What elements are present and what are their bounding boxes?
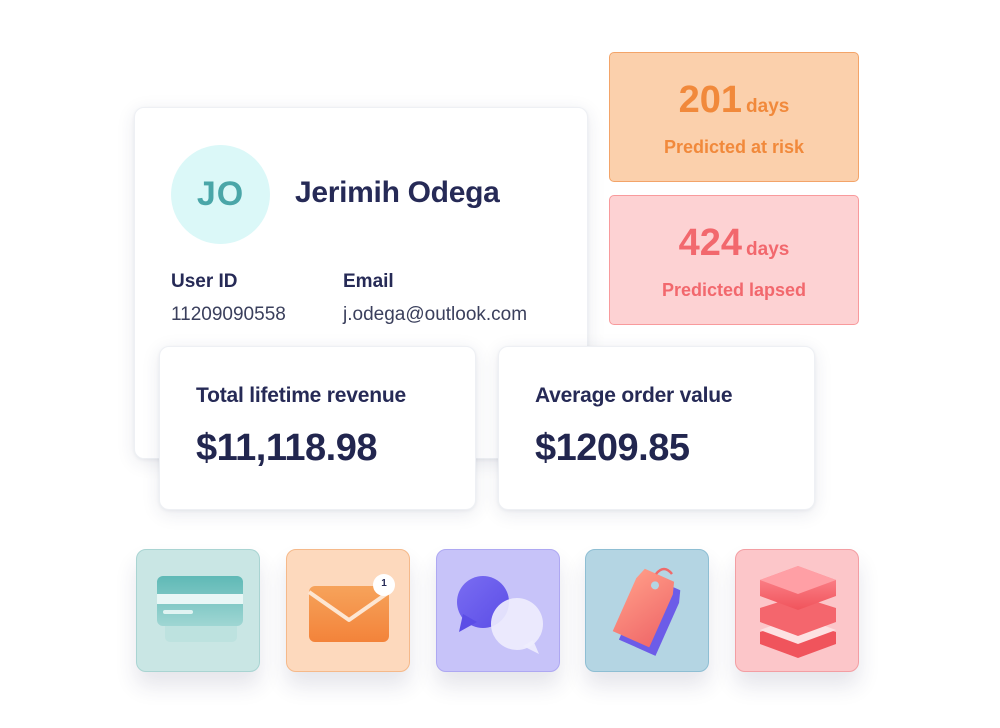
mail-icon: [307, 574, 395, 642]
lapsed-days-unit: days: [746, 239, 790, 260]
total-lifetime-revenue-card: Total lifetime revenue $11,118.98: [159, 346, 476, 510]
email-value: j.odega@outlook.com: [343, 304, 528, 325]
user-id-label: User ID: [171, 271, 238, 292]
notification-badge: 1: [381, 578, 387, 589]
predicted-lapsed-badge: 424 days Predicted lapsed: [609, 195, 859, 325]
price-tag-icon: [612, 567, 681, 656]
email-label: Email: [343, 271, 394, 292]
user-id-value: 11209090558: [171, 304, 286, 325]
at-risk-caption: Predicted at risk: [663, 137, 805, 157]
lapsed-days-value: 424: [678, 222, 743, 264]
aov-value: $1209.85: [535, 427, 690, 469]
avatar: JO: [171, 145, 270, 244]
layers-stack-icon: [760, 566, 836, 658]
at-risk-days-unit: days: [746, 96, 790, 117]
revenue-label: Total lifetime revenue: [196, 384, 406, 407]
lapsed-caption: Predicted lapsed: [661, 280, 807, 300]
predicted-at-risk-badge: 201 days Predicted at risk: [609, 52, 859, 182]
chat-bubbles-icon: [457, 576, 543, 654]
mail-tile[interactable]: 1: [286, 549, 410, 672]
price-tag-tile[interactable]: [585, 549, 709, 672]
revenue-value: $11,118.98: [196, 427, 378, 469]
average-order-value-card: Average order value $1209.85: [498, 346, 815, 510]
customer-name: Jerimih Odega: [295, 176, 500, 209]
chat-tile[interactable]: [436, 549, 560, 672]
layers-tile[interactable]: [735, 549, 859, 672]
at-risk-days-value: 201: [678, 79, 743, 121]
credit-card-icon: [157, 576, 243, 642]
aov-label: Average order value: [535, 384, 733, 407]
credit-card-tile[interactable]: [136, 549, 260, 672]
